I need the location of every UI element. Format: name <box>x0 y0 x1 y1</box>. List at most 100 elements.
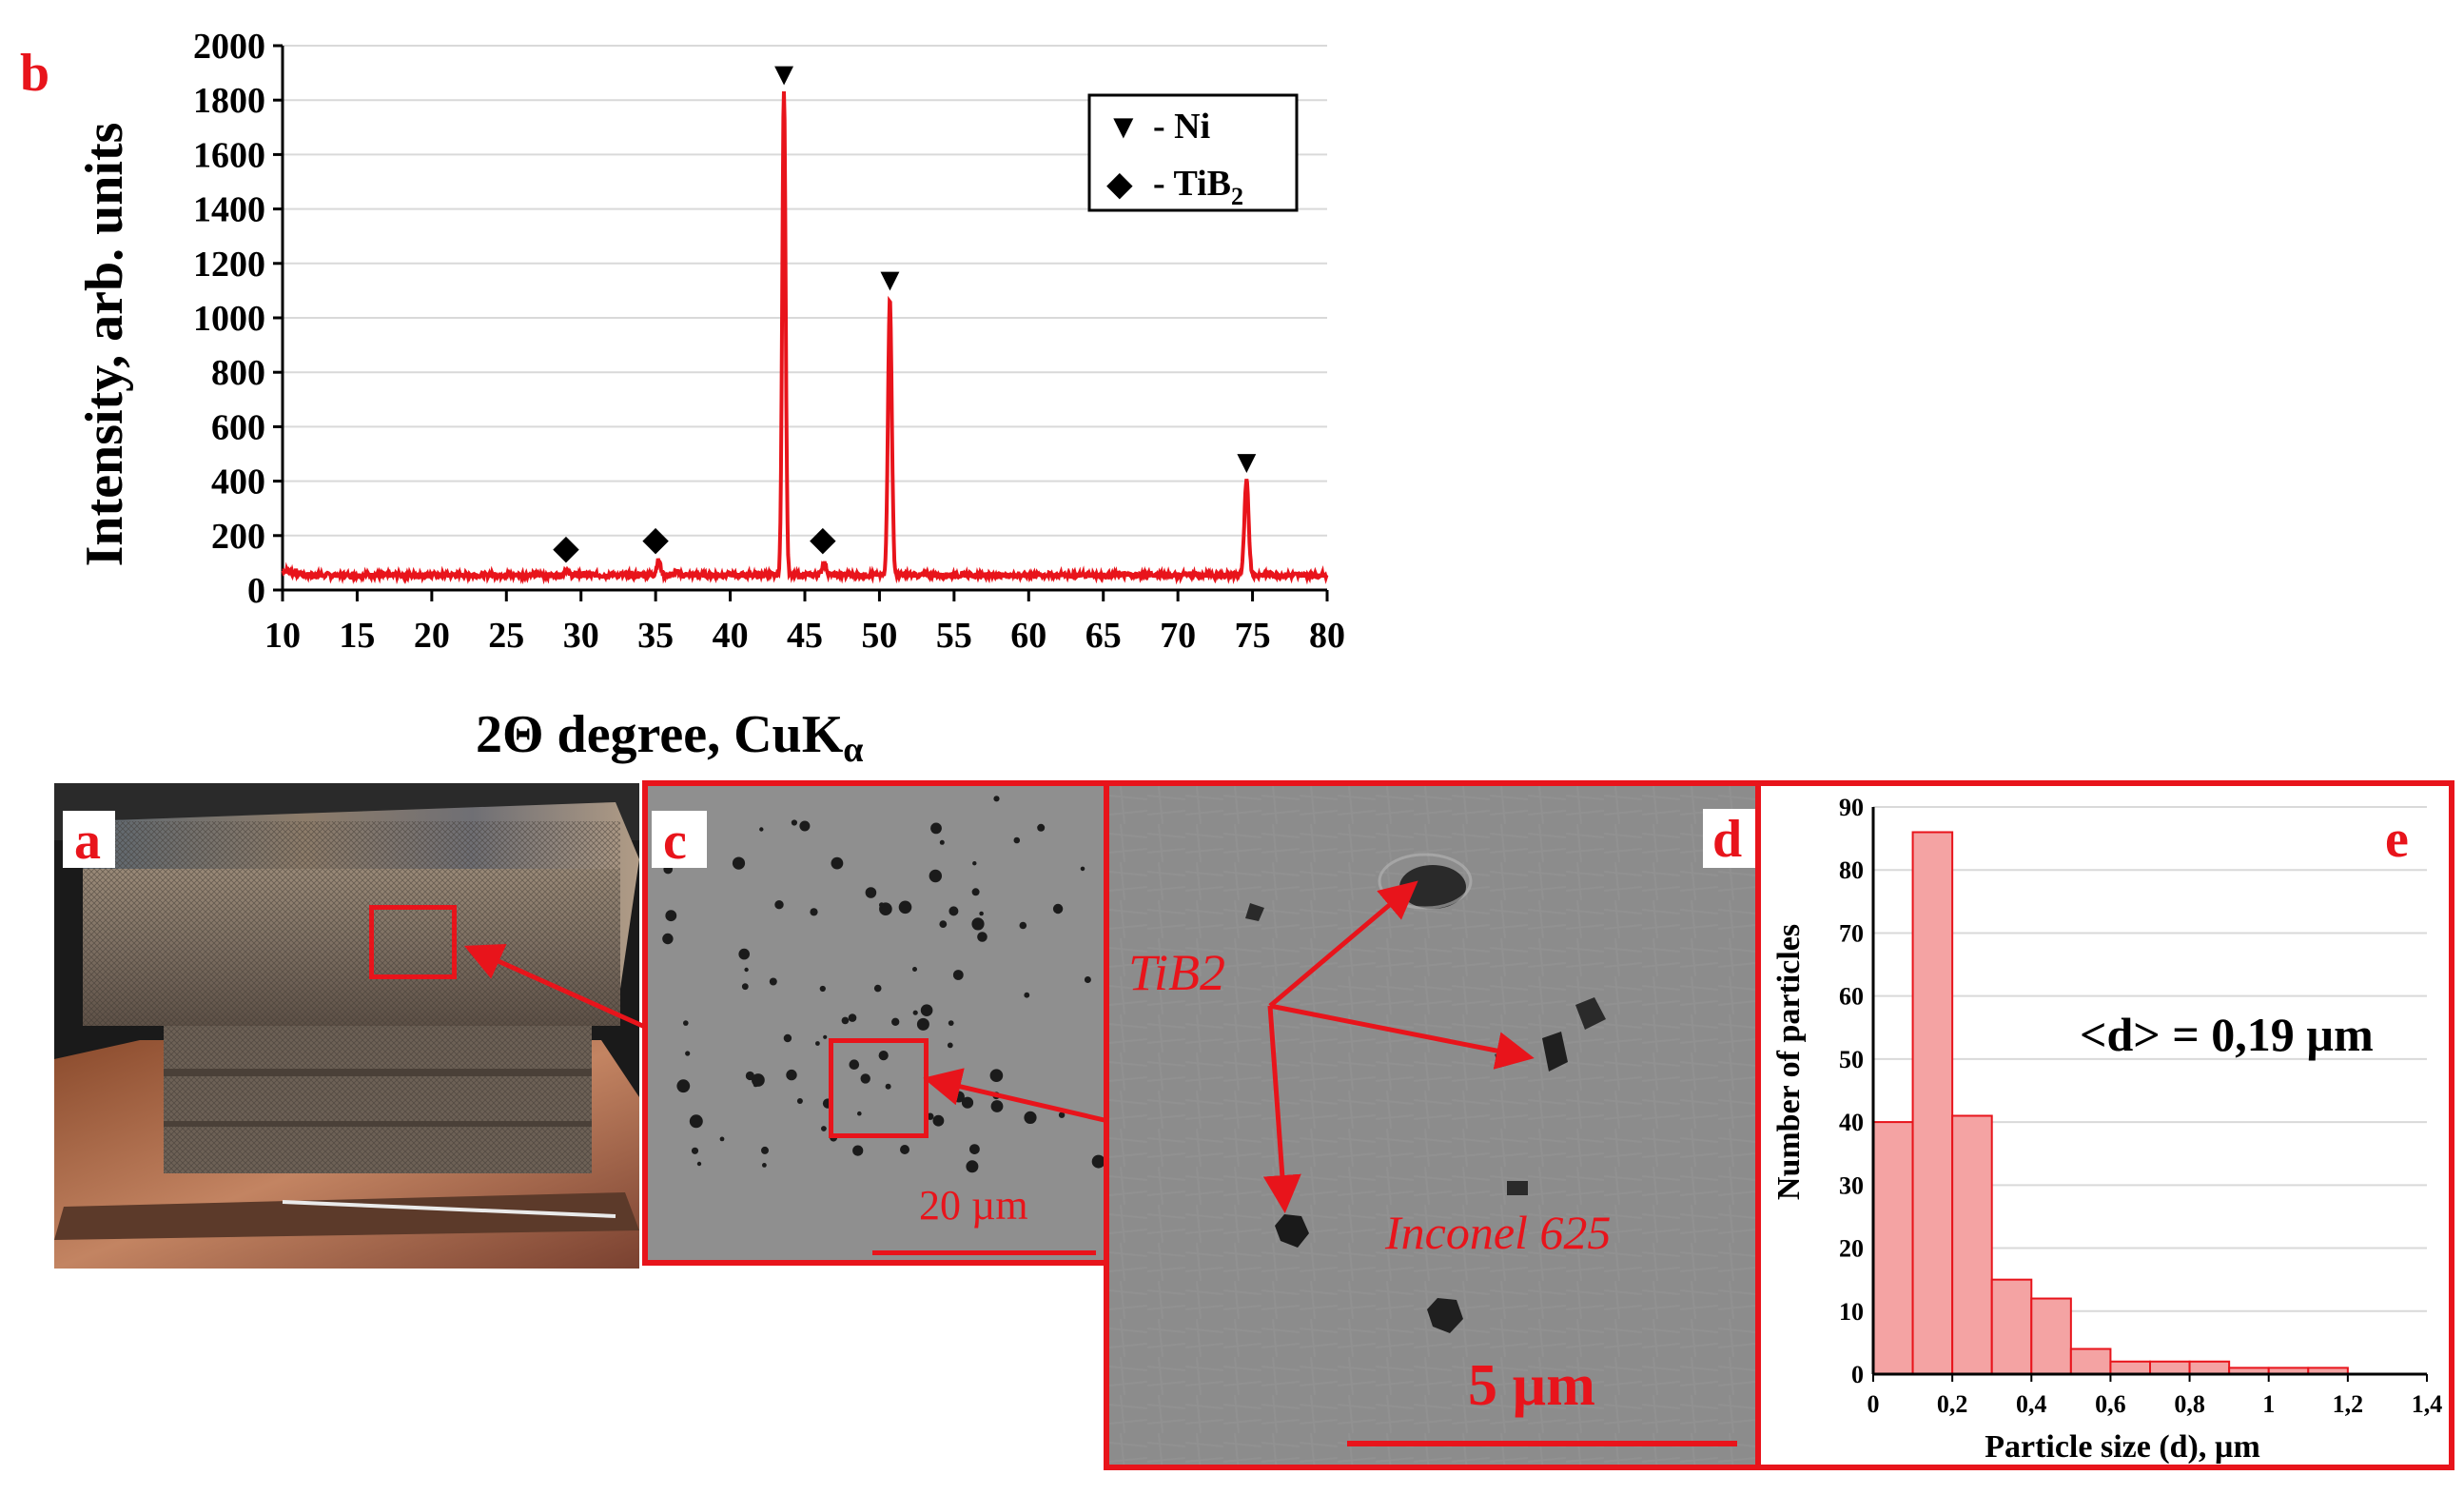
tib2-particle <box>799 820 811 832</box>
tib2-particle <box>961 1096 974 1109</box>
micrograph-c-scalebar-label: 20 µm <box>919 1182 1028 1229</box>
tib2-particle <box>849 1059 860 1070</box>
legend-tib2-label: - TiB2 <box>1153 164 1243 210</box>
histogram-x-tick-label: 0,8 <box>2174 1390 2205 1418</box>
tib2-particle <box>952 970 964 980</box>
xrd-y-tick-label: 1000 <box>193 299 265 339</box>
xrd-chart: 0 200 400 600 800 1000 1200 1400 1600 1800 2000 10… <box>75 27 1345 770</box>
xrd-x-tick-label: 45 <box>787 616 823 656</box>
tib2-particle <box>696 1161 702 1167</box>
tib2-particle <box>948 1020 954 1026</box>
tib2-particle <box>1058 1111 1066 1118</box>
histogram-bar <box>2188 1360 2231 1375</box>
histogram-bars <box>1872 831 2349 1376</box>
micrograph-c-scalebar <box>872 1250 1096 1255</box>
panel-label-e-box: e <box>2374 809 2429 868</box>
tib2-peak-marker: ◆ <box>810 520 836 558</box>
tib2-particle <box>841 1016 850 1025</box>
xrd-x-tick-label: 50 <box>861 616 897 656</box>
ni-peak-marker: ▼ <box>768 57 800 92</box>
tib2-particle <box>857 1111 862 1116</box>
histogram-axes <box>1871 807 2427 1376</box>
tib2-particle <box>691 1147 699 1154</box>
xrd-gridlines <box>283 45 1327 537</box>
tib2-particle <box>815 1041 820 1046</box>
xrd-y-tick-label: 0 <box>247 571 265 611</box>
panel-label-c-box: c <box>652 811 707 868</box>
histogram-x-tick-label: 0 <box>1868 1390 1880 1418</box>
tib2-particle <box>971 917 985 931</box>
histogram-y-tick-label: 20 <box>1839 1235 1864 1263</box>
micrograph-d-scalebar <box>1347 1441 1737 1446</box>
tib2-particle <box>939 920 948 928</box>
panel-label-a-box: a <box>63 811 115 868</box>
tib2-particle <box>912 967 917 972</box>
tib2-particle <box>1037 823 1046 832</box>
panel-label-c: c <box>663 812 687 871</box>
xrd-x-tick-label: 25 <box>488 616 524 656</box>
xrd-y-tick-label: 1400 <box>193 190 265 230</box>
xrd-y-tick-label: 400 <box>211 462 265 502</box>
tib2-particle <box>761 1146 769 1154</box>
sample-photo-illustration <box>54 783 639 1269</box>
tib2-particle <box>744 967 749 973</box>
micrograph-d-frame: TiB2 Inconel 625 5 µm <box>1104 780 1762 1470</box>
tib2-particle <box>972 861 977 866</box>
tib2-particle <box>821 1126 827 1131</box>
xrd-x-axis-label: 2Θ degree, CuKα <box>476 705 863 770</box>
panel-label-b: b <box>20 44 50 103</box>
tib2-particle <box>979 911 984 916</box>
tib2-particle <box>939 839 945 845</box>
tib2-particle <box>665 910 677 922</box>
xrd-peak-markers: ▼ ▼ ▼ ◆ ◆ ◆ <box>553 57 1262 566</box>
tib2-particle <box>741 983 749 991</box>
ni-peak-marker: ▼ <box>874 263 907 298</box>
xrd-legend: ▼ - Ni ◆ - TiB2 <box>1087 93 1299 212</box>
tib2-particle <box>977 932 988 942</box>
tib2-particle <box>752 1073 765 1087</box>
tib2-particle <box>823 1034 828 1039</box>
histogram-y-tick-label: 80 <box>1839 856 1864 884</box>
tib2-particle <box>860 1073 870 1084</box>
histogram-y-ticks: 0 10 20 30 40 50 60 70 80 90 <box>1839 794 1864 1388</box>
histogram-y-tick-label: 10 <box>1839 1298 1864 1326</box>
xrd-x-ticks: 10 15 20 25 30 35 40 45 50 55 60 65 70 75 80 <box>264 590 1345 656</box>
tib2-particle <box>796 1098 803 1104</box>
tib2-particle <box>662 933 674 945</box>
tib2-particle <box>810 908 818 916</box>
tib2-particle <box>774 900 784 910</box>
xrd-x-tick-label: 65 <box>1085 616 1122 656</box>
xrd-x-tick-label: 35 <box>637 616 674 656</box>
micrograph-d-image <box>1109 786 1756 1465</box>
tib2-particle <box>1024 1111 1037 1124</box>
tib2-particle <box>732 856 746 870</box>
xrd-x-tick-label: 15 <box>339 616 375 656</box>
micrograph-d-tib2-label: TiB2 <box>1128 944 1226 1001</box>
tib2-particle <box>912 1010 918 1015</box>
tib2-particle <box>865 887 877 898</box>
tib2-particle <box>966 1160 979 1173</box>
tib2-particle <box>992 1092 1001 1100</box>
tib2-particle <box>971 888 980 896</box>
micrograph-d-inconel-label: Inconel 625 <box>1385 1206 1612 1259</box>
micrograph-c-background <box>648 786 1107 1260</box>
xrd-series-line <box>281 90 1329 585</box>
micrograph-c-image <box>648 786 1107 1260</box>
tib2-particle <box>1019 921 1027 930</box>
tib2-particle <box>1091 1154 1105 1169</box>
xrd-y-tick-label: 1800 <box>193 81 265 121</box>
tib2-particle <box>885 1083 891 1090</box>
histogram-bar <box>1911 831 1954 1375</box>
tib2-particle <box>898 900 912 915</box>
photo-zoom-region <box>369 905 457 979</box>
tib2-particle <box>683 1020 689 1026</box>
micrograph-c-frame: 20 µm <box>642 780 1113 1266</box>
xrd-x-tick-label: 75 <box>1235 616 1271 656</box>
histogram-y-tick-label: 0 <box>1851 1361 1864 1388</box>
histogram-bar <box>1872 1121 1914 1375</box>
tib2-particle <box>920 1004 933 1016</box>
tib2-particle <box>932 1114 945 1127</box>
histogram-y-tick-label: 50 <box>1839 1046 1864 1073</box>
tib2-particle <box>1013 836 1021 844</box>
histogram-x-axis-label: Particle size (d), µm <box>1985 1429 2260 1465</box>
